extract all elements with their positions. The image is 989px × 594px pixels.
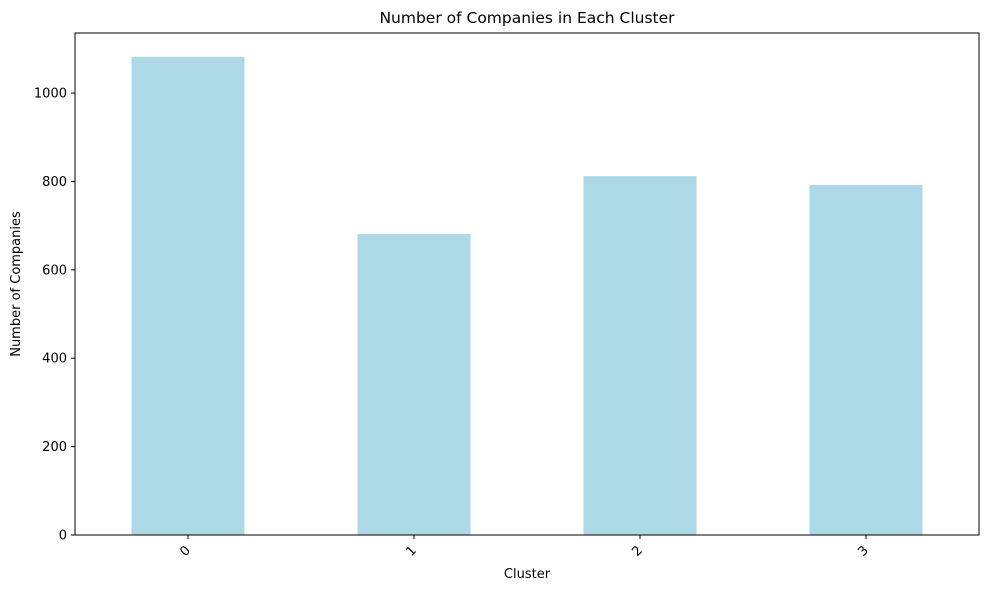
y-tick-label: 800 (42, 175, 67, 190)
x-axis: 0 1 2 3 (177, 535, 872, 560)
y-axis: 0 200 400 600 800 1000 (34, 87, 75, 544)
x-tick-label: 3 (855, 543, 871, 559)
x-tick-label: 2 (629, 543, 645, 559)
y-tick-label: 0 (59, 529, 67, 544)
bars-layer (131, 56, 923, 536)
y-tick-label: 1000 (34, 87, 67, 102)
y-axis-title: Number of Companies (9, 211, 24, 357)
bar-cluster-1 (357, 234, 471, 536)
bar-cluster-3 (809, 185, 923, 535)
x-axis-title: Cluster (504, 567, 551, 582)
axes-frame (74, 32, 980, 536)
bar-cluster-2 (583, 176, 697, 535)
y-tick-label: 200 (42, 440, 67, 455)
bar-cluster-0 (131, 56, 245, 536)
x-tick-label: 1 (403, 543, 419, 559)
y-tick-label: 600 (42, 263, 67, 278)
chart-title: Number of Companies in Each Cluster (379, 9, 675, 27)
x-tick-label: 0 (177, 543, 193, 559)
y-tick-label: 400 (42, 352, 67, 367)
